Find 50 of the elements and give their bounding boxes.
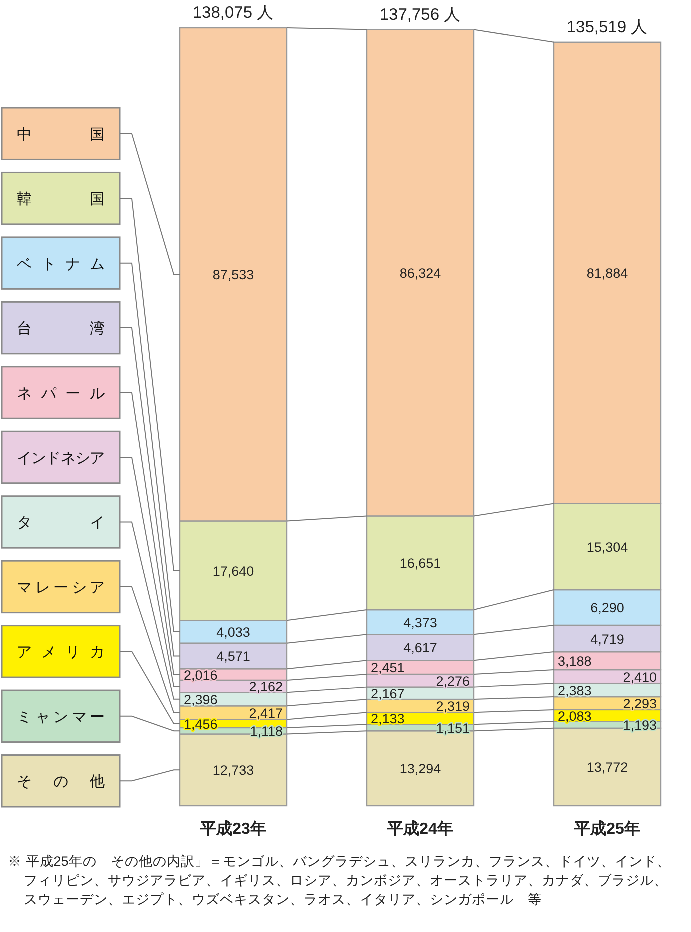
legend-label: タイ bbox=[17, 514, 105, 532]
data-label: 4,033 bbox=[216, 624, 250, 640]
legend-label: ベトナム bbox=[17, 256, 105, 273]
data-label: 15,304 bbox=[586, 540, 628, 555]
data-label: 1,118 bbox=[250, 724, 283, 740]
total-label: 138,075 人 bbox=[192, 4, 274, 22]
data-label: 2,396 bbox=[184, 692, 218, 708]
data-label: 2,167 bbox=[371, 686, 405, 702]
data-label: 87,533 bbox=[212, 268, 254, 283]
data-label: 13,772 bbox=[586, 760, 628, 776]
data-label: 2,276 bbox=[436, 674, 470, 689]
data-label: 6,290 bbox=[590, 600, 624, 616]
data-label: 2,451 bbox=[371, 660, 405, 676]
data-label: 2,319 bbox=[436, 699, 470, 714]
annotation: ※ 平成25年の「その他の内訳」＝モンゴル、バングラデシュ、スリランカ、フランス、ドイツ、インド、フィリピン、サウジアラビア、イギリス、ロシア、カンボジア、オーストラリア、カナダ、ブラジル、スウェーデン、エジプト、ウズベキスタン、ラオス、イタリア、シンガポール 等 bbox=[8, 853, 672, 909]
data-label: 2,417 bbox=[249, 706, 283, 721]
total-label: 137,756 人 bbox=[380, 6, 462, 24]
data-label: 12,733 bbox=[212, 763, 254, 778]
data-label: 86,324 bbox=[400, 266, 442, 281]
data-label: 2,133 bbox=[371, 712, 405, 727]
legend-label: アメリカ bbox=[17, 644, 105, 662]
data-label: 1,151 bbox=[436, 720, 470, 736]
legend-label: ネパール bbox=[17, 385, 105, 402]
data-label: 3,188 bbox=[558, 654, 592, 670]
legend-label: 韓国 bbox=[17, 191, 105, 208]
data-label: 4,719 bbox=[590, 632, 624, 647]
category-label: 平成24年 bbox=[388, 821, 454, 838]
data-label: 2,383 bbox=[558, 683, 592, 698]
data-label: 17,640 bbox=[212, 564, 254, 579]
data-label: 1,193 bbox=[623, 718, 657, 734]
data-label: 2,083 bbox=[558, 708, 592, 724]
data-label: 2,016 bbox=[184, 668, 218, 683]
legend-label: 中国 bbox=[17, 126, 105, 144]
data-label: 4,571 bbox=[216, 649, 250, 664]
data-label: 2,410 bbox=[623, 670, 657, 685]
total-label: 135,519 人 bbox=[566, 18, 648, 36]
legend-label: インドネシア bbox=[17, 450, 105, 467]
data-label: 2,162 bbox=[249, 680, 283, 695]
legend-label: その他 bbox=[17, 774, 105, 791]
data-label: 13,294 bbox=[400, 762, 442, 777]
category-label: 平成25年 bbox=[574, 821, 640, 838]
data-label: 4,617 bbox=[404, 640, 438, 656]
category-label: 平成23年 bbox=[200, 821, 266, 838]
legend-label: 台湾 bbox=[17, 320, 105, 338]
data-label: 2,293 bbox=[623, 696, 657, 712]
legend-label: マレーシア bbox=[17, 579, 105, 596]
legend-label: ミャンマー bbox=[17, 708, 105, 726]
data-label: 4,373 bbox=[404, 615, 438, 630]
data-label: 81,884 bbox=[586, 266, 628, 282]
data-label: 16,651 bbox=[400, 556, 442, 572]
